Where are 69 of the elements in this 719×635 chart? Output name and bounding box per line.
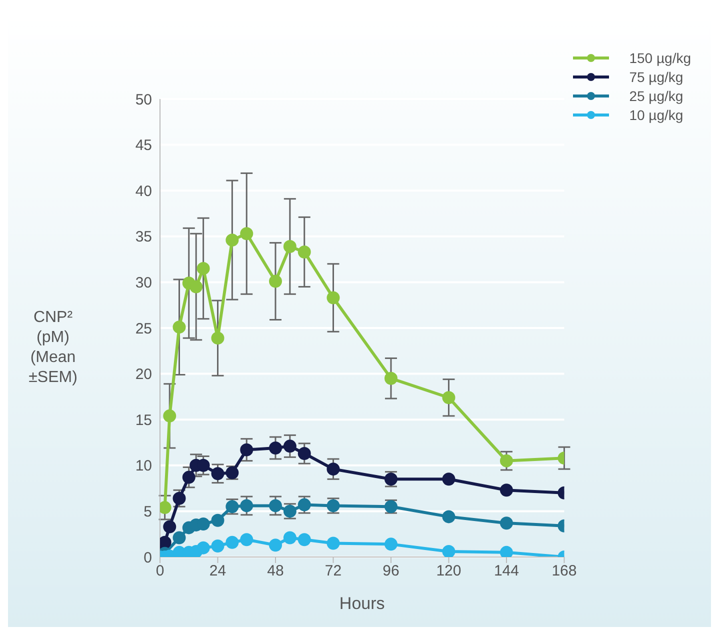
x-tick-label: 48: [267, 562, 284, 580]
point: [268, 499, 282, 512]
point: [298, 498, 311, 512]
y-tick-label: 30: [135, 274, 152, 292]
y-tick-label: 15: [135, 412, 152, 429]
point: [196, 541, 210, 554]
y-tick-label: 0: [144, 549, 152, 566]
point: [240, 443, 254, 456]
x-tick-label: 0: [156, 562, 164, 580]
point: [182, 470, 196, 484]
point: [298, 245, 311, 258]
legend-label: 25 µg/kg: [629, 88, 684, 104]
point: [298, 533, 311, 546]
point: [298, 446, 311, 460]
legend-label: 75 µg/kg: [629, 68, 684, 84]
x-tick-label: 144: [494, 562, 519, 580]
point: [268, 441, 282, 454]
y-tick-label: 5: [144, 504, 152, 521]
y-tick-label: 10: [135, 458, 152, 475]
y-tick-label: 35: [135, 228, 152, 246]
point: [172, 320, 186, 334]
y-axis-title: CNP² (pM) (Mean ±SEM): [28, 308, 78, 388]
point: [196, 518, 210, 531]
y-tick-label: 45: [135, 137, 152, 154]
point: [283, 440, 296, 453]
point: [384, 538, 398, 551]
point: [196, 262, 210, 275]
point: [226, 234, 239, 247]
x-tick-label: 96: [382, 562, 400, 580]
point: [442, 472, 456, 486]
x-tick-label: 72: [324, 562, 342, 580]
point: [240, 533, 254, 546]
point: [163, 520, 176, 534]
point: [211, 467, 224, 480]
x-tick-label: 24: [209, 562, 226, 580]
point: [283, 240, 296, 253]
point: [442, 510, 456, 524]
x-axis-title: Hours: [339, 594, 385, 613]
x-tick-label: 120: [436, 562, 462, 580]
point: [283, 531, 296, 544]
y-tick-label: 40: [135, 182, 152, 200]
point: [500, 546, 513, 557]
point: [211, 514, 224, 527]
point: [442, 545, 456, 557]
y-tick-label: 20: [135, 366, 152, 384]
point: [384, 372, 398, 385]
point: [226, 536, 239, 549]
point: [240, 499, 254, 512]
point: [172, 531, 186, 544]
point: [326, 291, 340, 304]
point: [268, 538, 282, 552]
y-tick-label: 25: [135, 320, 152, 338]
y-tick-label: 50: [135, 91, 152, 108]
point: [190, 280, 203, 294]
point: [326, 536, 340, 550]
point: [268, 274, 282, 288]
legend-label: 150 µg/kg: [629, 50, 691, 66]
legend-label: 10 µg/kg: [629, 106, 684, 122]
point: [211, 332, 224, 345]
point: [163, 409, 176, 422]
point: [172, 492, 186, 505]
point: [500, 484, 513, 497]
point: [211, 540, 224, 553]
x-tick-label: 168: [552, 562, 577, 580]
point: [500, 516, 513, 530]
point: [240, 227, 254, 240]
point: [442, 391, 456, 404]
point: [500, 454, 513, 468]
point: [326, 462, 340, 476]
